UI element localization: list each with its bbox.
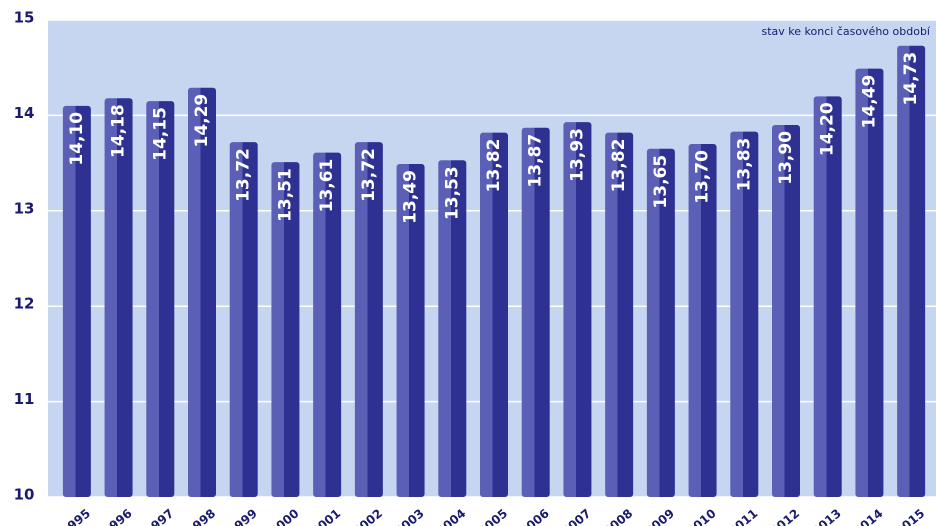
value-label: 13,49 <box>401 170 421 224</box>
x-tick-label: 1997 <box>142 506 177 526</box>
bar <box>354 142 383 497</box>
y-tick-label: 13 <box>14 199 35 217</box>
value-label: 13,93 <box>567 128 587 182</box>
bar <box>271 162 300 497</box>
x-tick-label: 1996 <box>100 506 135 526</box>
bar <box>104 98 133 497</box>
x-tick-label: 2000 <box>267 506 302 526</box>
value-label: 13,61 <box>317 159 337 213</box>
value-label: 14,20 <box>818 102 838 156</box>
value-label: 14,10 <box>67 112 87 166</box>
x-tick-label: 2009 <box>642 506 677 526</box>
value-label: 13,82 <box>609 139 629 193</box>
x-tick-label: 2015 <box>893 506 928 526</box>
x-tick-label: 1999 <box>225 506 260 526</box>
x-tick-label: 1998 <box>184 506 219 526</box>
x-tick-label: 2007 <box>559 506 594 526</box>
bar <box>438 160 467 497</box>
value-label: 13,90 <box>776 131 796 185</box>
x-tick-label: 2004 <box>434 506 469 526</box>
y-tick-label: 14 <box>14 104 35 122</box>
x-tick-label: 2006 <box>517 506 552 526</box>
bar <box>146 101 175 497</box>
bar <box>813 96 842 497</box>
value-label: 13,72 <box>234 148 254 202</box>
bar <box>688 144 717 497</box>
annotation: stav ke konci časového období <box>761 25 930 38</box>
x-tick-label: 2002 <box>350 506 385 526</box>
x-tick-label: 2010 <box>684 506 719 526</box>
x-tick-label: 2014 <box>851 506 886 526</box>
bar <box>188 87 216 497</box>
value-label: 14,73 <box>901 52 921 106</box>
x-tick-label: 2003 <box>392 506 427 526</box>
bar <box>62 105 91 498</box>
bar <box>730 131 759 498</box>
value-label: 14,18 <box>109 104 129 158</box>
bar <box>646 148 675 498</box>
bar <box>563 122 592 497</box>
y-tick-label: 11 <box>14 390 35 408</box>
bar <box>480 132 508 497</box>
value-label: 14,15 <box>150 107 170 161</box>
value-label: 14,49 <box>859 75 879 129</box>
bar <box>855 68 884 498</box>
x-tick-label: 2012 <box>768 506 803 526</box>
x-tick-label: 2001 <box>309 506 344 526</box>
x-tick-label: 2005 <box>476 506 511 526</box>
value-label: 13,72 <box>359 148 379 202</box>
x-tick-label: 2008 <box>601 506 636 526</box>
bar <box>396 164 425 497</box>
value-label: 13,87 <box>526 134 546 188</box>
value-label: 14,29 <box>192 94 212 148</box>
value-label: 13,83 <box>734 138 754 192</box>
value-label: 13,65 <box>651 155 671 209</box>
bar <box>772 124 800 497</box>
y-tick-label: 12 <box>14 295 35 313</box>
bar <box>313 152 342 497</box>
bar <box>229 142 258 497</box>
x-tick-label: 2013 <box>809 506 844 526</box>
x-tick-label: 2011 <box>726 506 761 526</box>
y-tick-label: 10 <box>14 486 35 504</box>
x-tick-label: 1995 <box>58 506 93 526</box>
bar <box>605 132 634 497</box>
bar <box>521 127 550 497</box>
value-label: 13,82 <box>484 139 504 193</box>
y-tick-label: 15 <box>14 9 35 27</box>
value-label: 13,70 <box>693 150 713 204</box>
value-label: 13,51 <box>275 168 295 222</box>
bar <box>897 45 926 498</box>
value-label: 13,53 <box>442 166 462 220</box>
